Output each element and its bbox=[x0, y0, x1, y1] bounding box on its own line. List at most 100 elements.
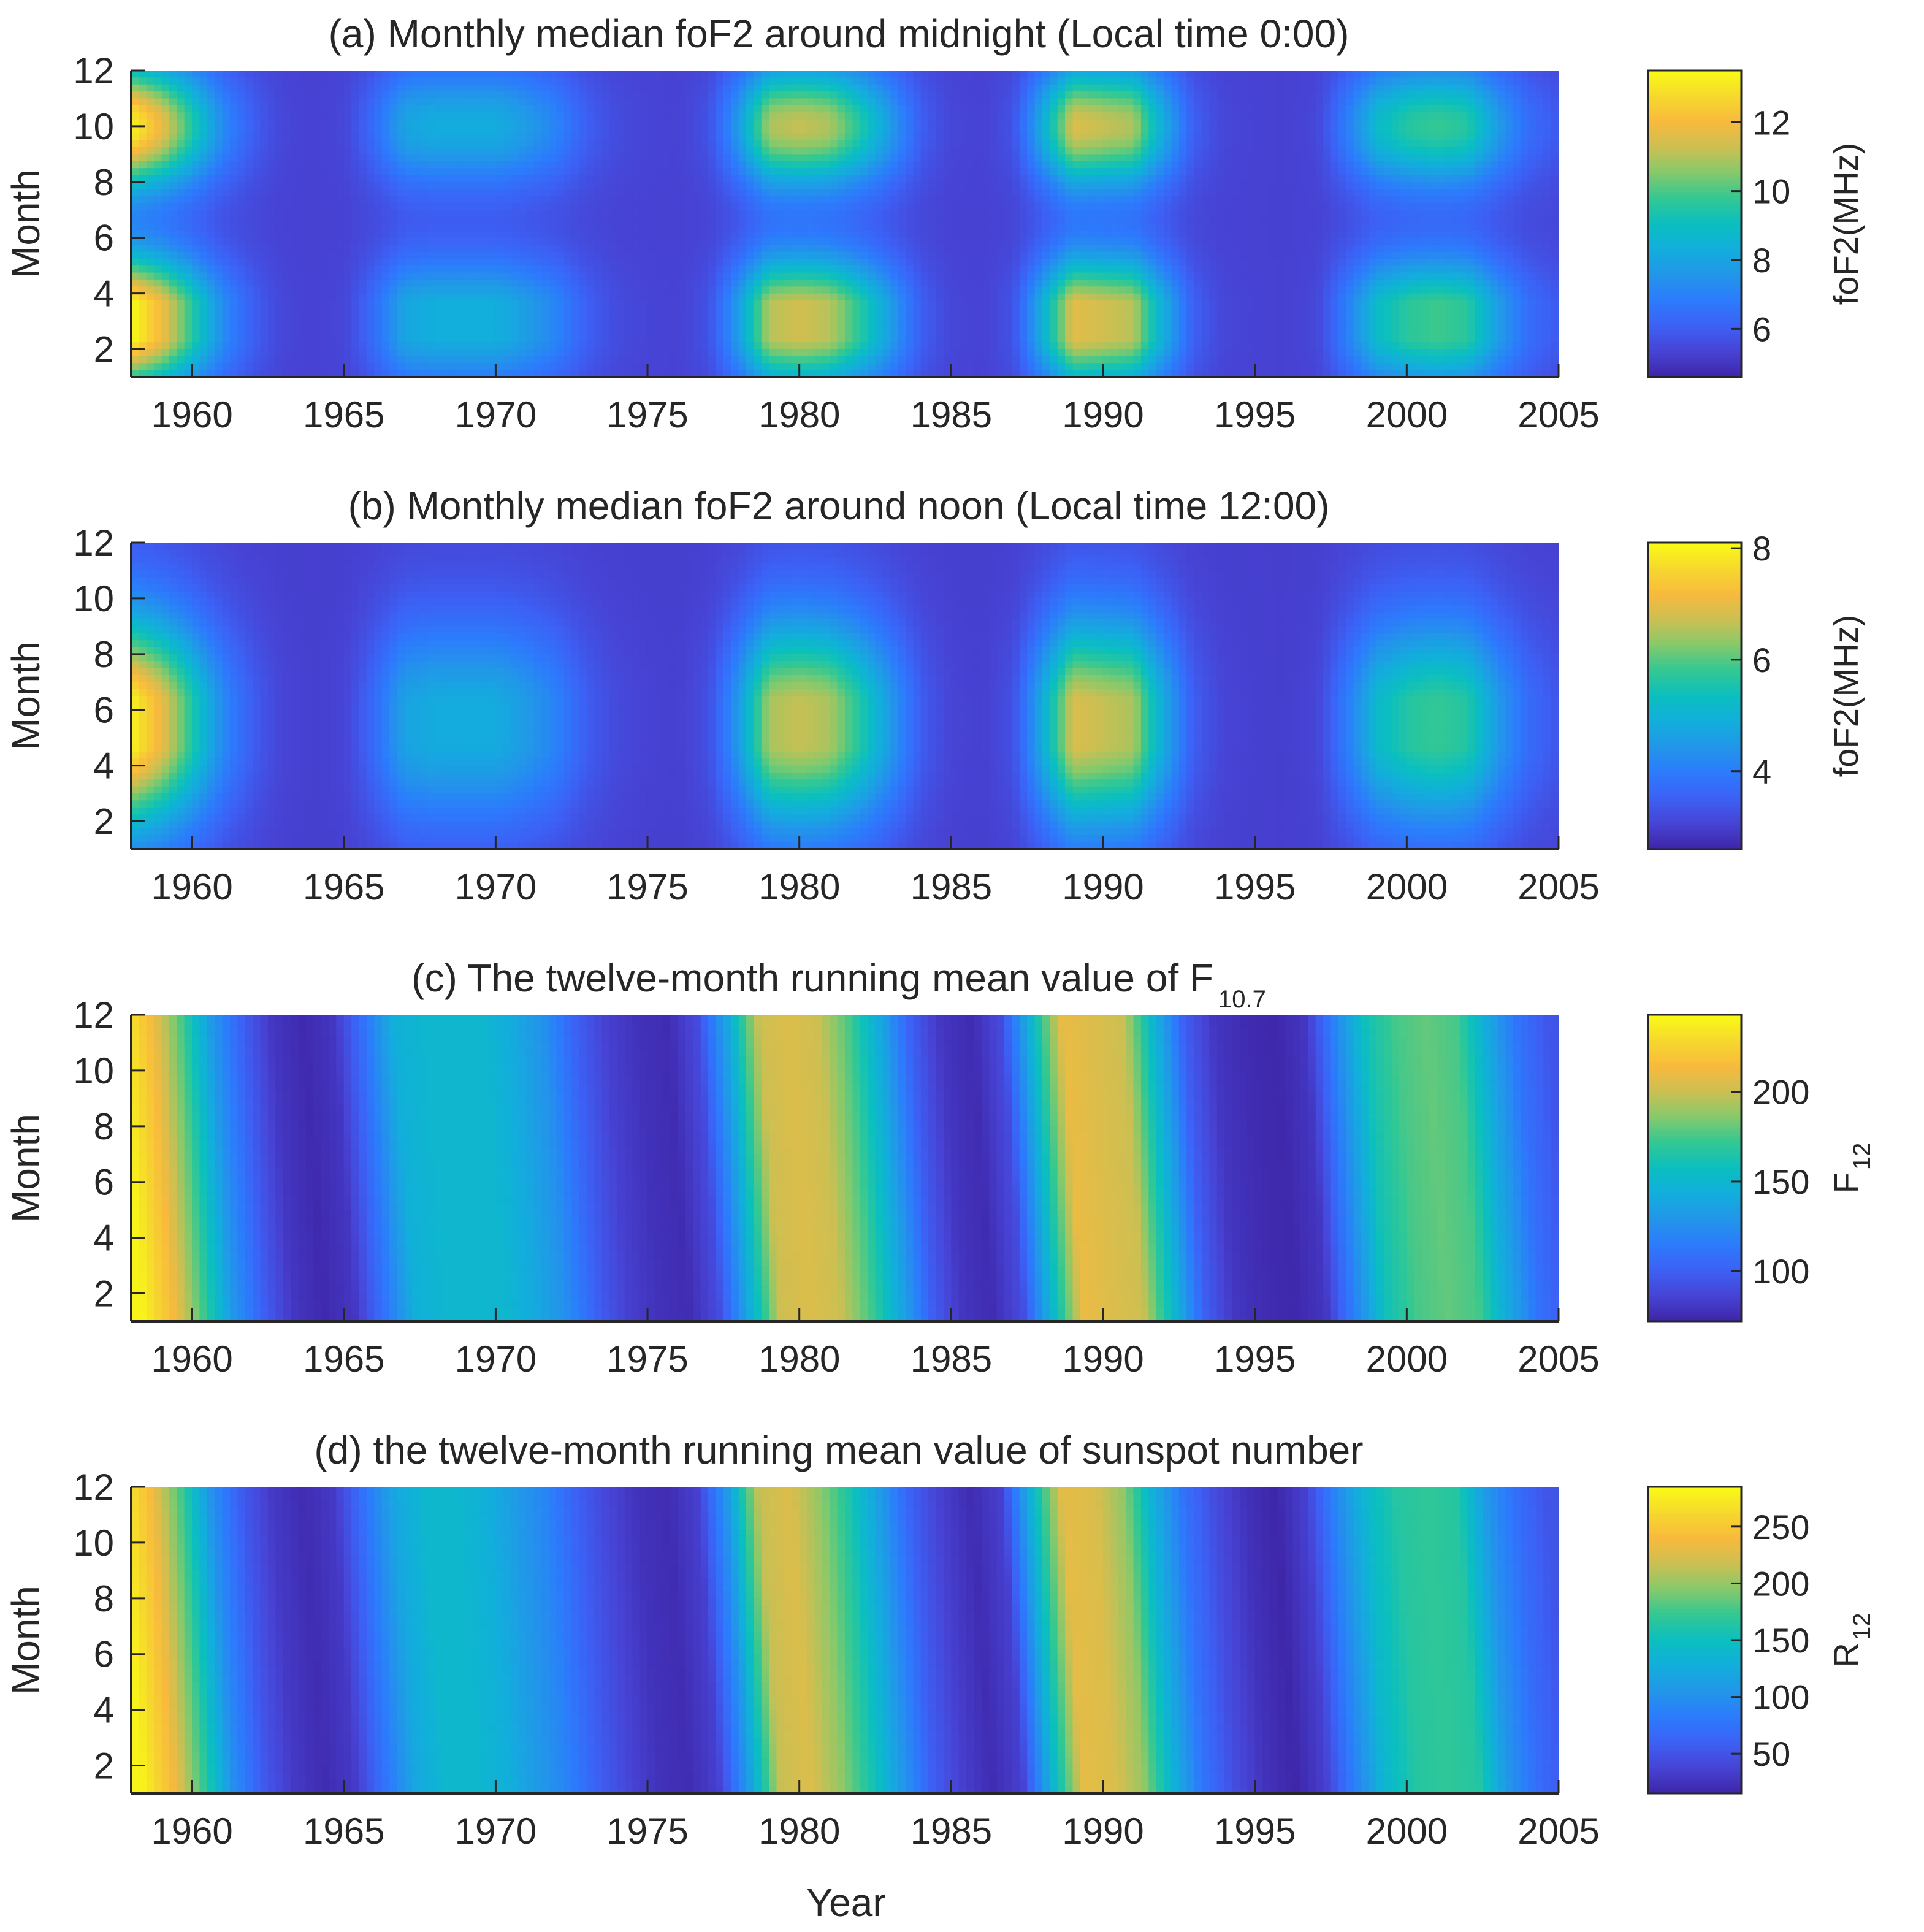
heatmap-cell bbox=[253, 77, 261, 85]
heatmap-cell bbox=[1422, 98, 1430, 105]
heatmap-cell bbox=[344, 71, 352, 78]
heatmap-cell bbox=[147, 91, 155, 99]
heatmap-cell bbox=[1399, 71, 1407, 78]
heatmap-cell bbox=[1498, 98, 1506, 105]
heatmap-cell bbox=[1179, 112, 1187, 120]
heatmap-cell bbox=[1346, 85, 1354, 92]
heatmap-cell bbox=[814, 85, 822, 92]
heatmap-cell bbox=[1209, 105, 1217, 113]
heatmap-cell bbox=[1270, 105, 1278, 113]
heatmap-cell bbox=[1156, 105, 1164, 113]
heatmap-cell bbox=[1141, 71, 1149, 78]
heatmap-cell bbox=[275, 112, 283, 120]
heatmap-cell bbox=[1148, 71, 1156, 78]
heatmap-cell bbox=[1042, 71, 1050, 78]
heatmap-cell bbox=[655, 91, 663, 99]
heatmap-cell bbox=[162, 120, 170, 127]
heatmap-cell bbox=[852, 71, 860, 78]
heatmap-cell bbox=[1498, 91, 1506, 99]
heatmap-cell bbox=[556, 85, 564, 92]
heatmap-cell bbox=[1278, 112, 1286, 120]
heatmap-cell bbox=[488, 105, 496, 113]
heatmap-cell bbox=[1407, 98, 1414, 105]
heatmap-cell bbox=[207, 71, 215, 78]
heatmap-cell bbox=[1422, 105, 1430, 113]
heatmap-cell bbox=[1521, 112, 1529, 120]
heatmap-cell bbox=[1551, 112, 1559, 120]
heatmap-cell bbox=[944, 91, 952, 99]
heatmap-cell bbox=[192, 77, 200, 85]
heatmap-cell bbox=[1300, 105, 1308, 113]
heatmap-cell bbox=[1543, 105, 1551, 113]
heatmap-cell bbox=[1278, 71, 1286, 78]
heatmap-cell bbox=[215, 77, 223, 85]
heatmap-cell bbox=[579, 98, 587, 105]
heatmap-cell bbox=[1240, 98, 1248, 105]
heatmap-cell bbox=[959, 85, 967, 92]
heatmap-cell bbox=[1354, 85, 1362, 92]
heatmap-cell bbox=[1110, 98, 1118, 105]
heatmap-cell bbox=[982, 105, 990, 113]
heatmap-cell bbox=[1551, 71, 1559, 78]
heatmap-cell bbox=[1156, 77, 1164, 85]
heatmap-cell bbox=[1035, 85, 1043, 92]
heatmap-cell bbox=[556, 105, 564, 113]
heatmap-cell bbox=[769, 98, 777, 105]
heatmap-cell bbox=[989, 105, 997, 113]
heatmap-cell bbox=[936, 98, 944, 105]
heatmap-cell bbox=[1262, 71, 1270, 78]
heatmap-cell bbox=[1042, 91, 1050, 99]
heatmap-cell bbox=[1369, 112, 1376, 120]
heatmap-cell bbox=[268, 105, 276, 113]
heatmap-cell bbox=[1148, 98, 1156, 105]
heatmap-cell bbox=[1361, 98, 1369, 105]
heatmap-cell bbox=[1422, 77, 1430, 85]
heatmap-cell bbox=[1505, 77, 1513, 85]
heatmap-cell bbox=[1202, 77, 1210, 85]
heatmap-cell bbox=[1035, 91, 1043, 99]
heatmap-cell bbox=[868, 71, 876, 78]
heatmap-cell bbox=[1156, 91, 1164, 99]
heatmap-cell bbox=[602, 105, 610, 113]
heatmap-cell bbox=[822, 112, 830, 120]
heatmap-cell bbox=[974, 77, 982, 85]
heatmap-cell bbox=[306, 112, 314, 120]
heatmap-cell bbox=[1369, 91, 1376, 99]
heatmap-cell bbox=[1042, 112, 1050, 120]
heatmap-cell bbox=[1422, 91, 1430, 99]
heatmap-cell bbox=[1065, 112, 1073, 120]
heatmap-cell bbox=[199, 105, 207, 113]
heatmap-cell bbox=[1414, 77, 1422, 85]
heatmap-cell bbox=[1171, 105, 1179, 113]
heatmap-cell bbox=[1202, 85, 1210, 92]
heatmap-cell bbox=[268, 91, 276, 99]
heatmap-cell bbox=[838, 112, 846, 120]
heatmap-cell bbox=[716, 71, 723, 78]
heatmap-cell bbox=[207, 105, 215, 113]
heatmap-cell bbox=[1164, 98, 1172, 105]
heatmap-cell bbox=[488, 112, 496, 120]
heatmap-cell bbox=[1179, 91, 1187, 99]
heatmap-cell bbox=[1141, 85, 1149, 92]
heatmap-cell bbox=[397, 77, 405, 85]
heatmap-cell bbox=[344, 98, 352, 105]
heatmap-cell bbox=[678, 98, 686, 105]
heatmap-cell bbox=[1096, 77, 1104, 85]
heatmap-cell bbox=[261, 112, 269, 120]
heatmap-cell bbox=[655, 85, 663, 92]
heatmap-cell bbox=[1247, 85, 1255, 92]
heatmap-cell bbox=[199, 85, 207, 92]
heatmap-cell bbox=[830, 112, 838, 120]
heatmap-cell bbox=[959, 98, 967, 105]
heatmap-cell bbox=[1338, 98, 1346, 105]
heatmap-cell bbox=[564, 105, 572, 113]
heatmap-cell bbox=[1118, 98, 1126, 105]
heatmap-cell bbox=[192, 91, 200, 99]
heatmap-cell bbox=[906, 91, 914, 99]
heatmap-cell bbox=[928, 98, 936, 105]
heatmap-cell bbox=[253, 71, 261, 78]
heatmap-cell bbox=[1407, 112, 1414, 120]
heatmap-cell bbox=[1088, 85, 1096, 92]
heatmap-cell bbox=[838, 98, 846, 105]
heatmap-cell bbox=[1505, 85, 1513, 92]
